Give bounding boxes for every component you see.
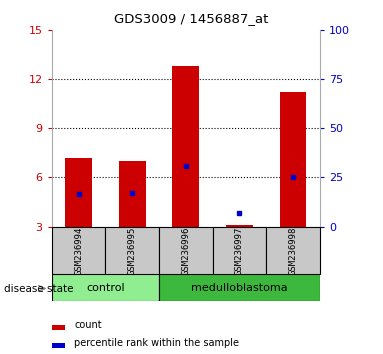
Bar xyxy=(105,227,159,274)
Bar xyxy=(65,158,92,227)
Bar xyxy=(213,227,266,274)
Bar xyxy=(52,227,105,274)
Bar xyxy=(52,343,65,348)
Text: GDS3009 / 1456887_at: GDS3009 / 1456887_at xyxy=(114,12,269,25)
Text: control: control xyxy=(86,282,124,293)
Text: GSM236996: GSM236996 xyxy=(181,226,190,275)
Bar xyxy=(52,274,159,301)
Bar xyxy=(172,66,199,227)
Bar xyxy=(226,225,253,227)
Text: GSM236997: GSM236997 xyxy=(235,226,244,275)
Bar xyxy=(266,227,320,274)
Bar xyxy=(119,161,146,227)
Bar xyxy=(280,92,306,227)
Text: GSM236994: GSM236994 xyxy=(74,226,83,275)
Text: medulloblastoma: medulloblastoma xyxy=(191,282,288,293)
Text: disease state: disease state xyxy=(4,284,73,293)
Bar xyxy=(52,325,65,330)
Text: count: count xyxy=(75,320,102,330)
Bar xyxy=(159,227,213,274)
Bar xyxy=(159,274,320,301)
Text: GSM236995: GSM236995 xyxy=(128,226,137,275)
Text: percentile rank within the sample: percentile rank within the sample xyxy=(75,338,239,348)
Text: GSM236998: GSM236998 xyxy=(288,226,298,275)
